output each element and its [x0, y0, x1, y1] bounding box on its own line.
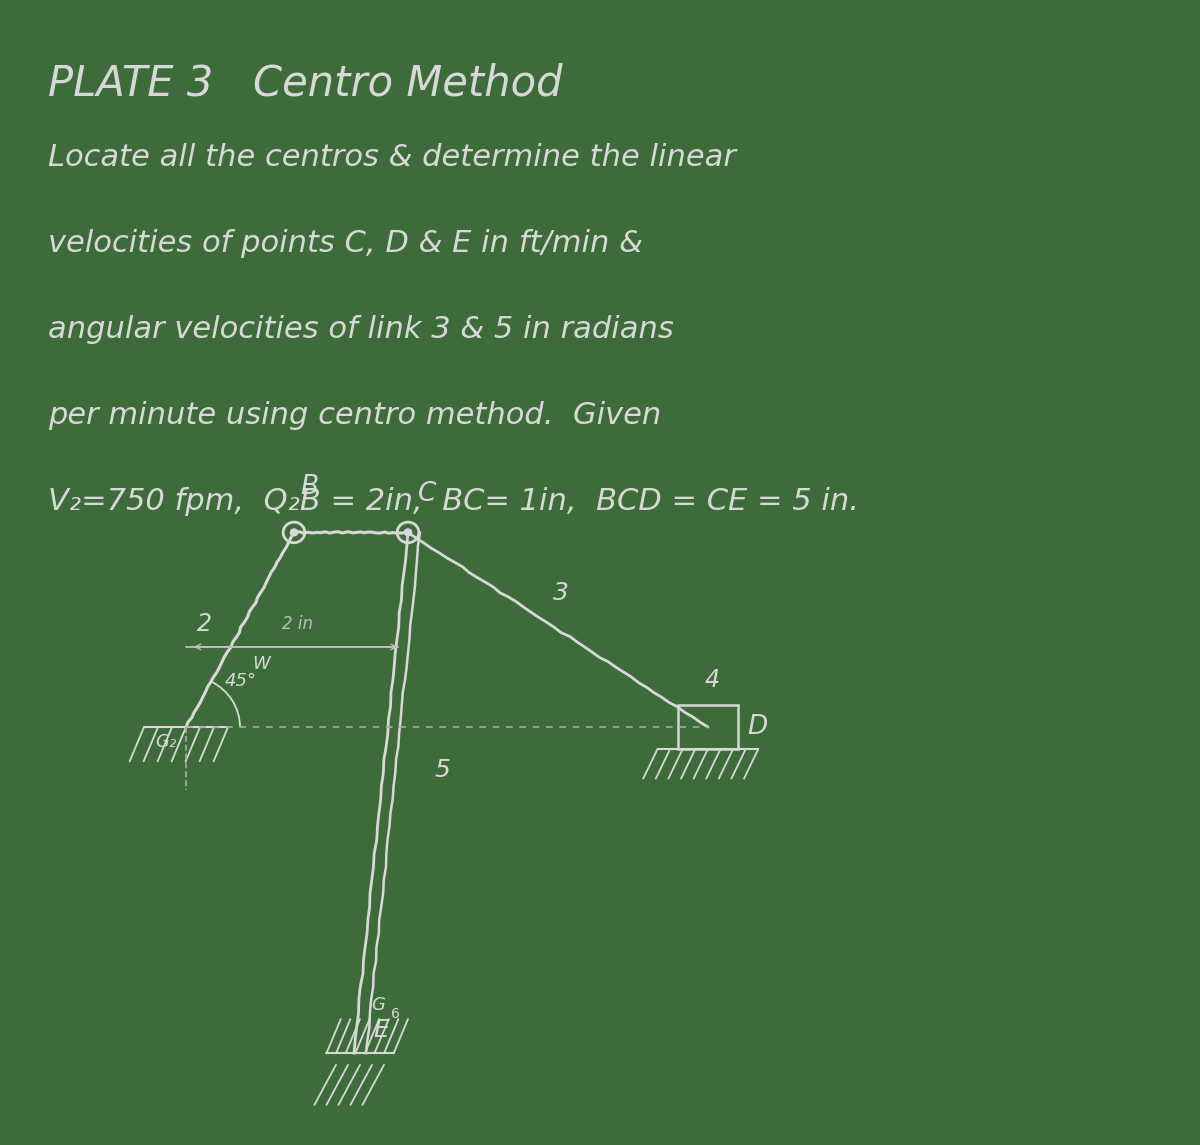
- Text: 3: 3: [552, 582, 569, 605]
- Text: B: B: [300, 474, 318, 500]
- Text: 2: 2: [197, 613, 211, 635]
- Text: velocities of points C, D & E in ft/min &: velocities of points C, D & E in ft/min …: [48, 229, 643, 258]
- Bar: [678, 705, 738, 749]
- Text: Locate all the centros & determine the linear: Locate all the centros & determine the l…: [48, 143, 736, 172]
- Text: 2 in: 2 in: [282, 615, 312, 633]
- Text: D: D: [748, 714, 768, 740]
- Text: G₂: G₂: [155, 733, 176, 751]
- Text: G: G: [371, 996, 385, 1014]
- Text: per minute using centro method.  Given: per minute using centro method. Given: [48, 401, 661, 429]
- Text: 5: 5: [434, 758, 450, 782]
- Text: angular velocities of link 3 & 5 in radians: angular velocities of link 3 & 5 in radi…: [48, 315, 673, 343]
- Text: E: E: [373, 1018, 389, 1042]
- Text: V₂=750 fpm,  Q₂B = 2in,  BC= 1in,  BCD = CE = 5 in.: V₂=750 fpm, Q₂B = 2in, BC= 1in, BCD = CE…: [48, 487, 859, 515]
- Circle shape: [404, 529, 412, 536]
- Text: W: W: [252, 655, 270, 673]
- Circle shape: [290, 529, 298, 536]
- Text: 4: 4: [704, 669, 719, 692]
- Text: 45°: 45°: [224, 672, 257, 690]
- Text: PLATE 3   Centro Method: PLATE 3 Centro Method: [48, 63, 563, 105]
- Text: C: C: [418, 481, 436, 507]
- Text: 6: 6: [391, 1008, 400, 1021]
